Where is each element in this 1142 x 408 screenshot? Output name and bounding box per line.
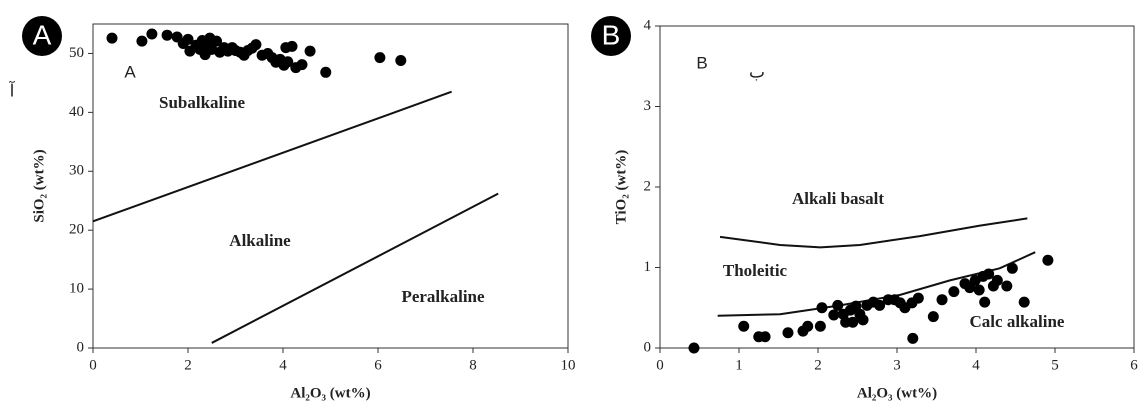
data-point bbox=[146, 28, 158, 40]
data-point bbox=[979, 296, 991, 308]
data-point bbox=[1018, 296, 1030, 308]
annotation: B bbox=[696, 53, 707, 72]
data-point bbox=[814, 320, 826, 332]
data-point bbox=[874, 299, 886, 311]
data-point bbox=[304, 45, 316, 57]
panel-label: A bbox=[33, 19, 52, 50]
y-tick-label: 4 bbox=[644, 17, 652, 33]
data-point bbox=[936, 294, 948, 306]
boundary-line bbox=[92, 90, 452, 223]
data-point bbox=[1001, 280, 1013, 292]
annotation: ب bbox=[749, 62, 765, 81]
x-tick-label: 5 bbox=[1051, 357, 1059, 373]
x-tick-label: 2 bbox=[184, 357, 192, 373]
panel-badge bbox=[591, 16, 631, 56]
y-tick-label: 10 bbox=[69, 281, 84, 297]
x-tick-label: 8 bbox=[469, 357, 477, 373]
data-point bbox=[948, 286, 960, 298]
x-tick-label: 1 bbox=[735, 357, 743, 373]
annotation: آ bbox=[9, 79, 16, 100]
x-tick-label: 4 bbox=[972, 357, 980, 373]
data-point bbox=[816, 302, 828, 314]
y-tick-label: 3 bbox=[644, 98, 652, 114]
x-tick-label: 6 bbox=[374, 357, 382, 373]
data-point bbox=[1006, 262, 1018, 274]
panel-badge bbox=[22, 16, 62, 56]
boundary-line bbox=[211, 192, 499, 344]
data-point bbox=[847, 316, 859, 328]
annotation: Peralkaline bbox=[401, 287, 485, 306]
y-tick-label: 0 bbox=[644, 339, 652, 355]
y-tick-label: 30 bbox=[69, 163, 84, 179]
data-point bbox=[106, 32, 118, 44]
data-point bbox=[320, 66, 332, 78]
data-point bbox=[857, 314, 869, 326]
data-point bbox=[973, 284, 985, 296]
x-tick-label: 4 bbox=[279, 357, 287, 373]
y-axis-label: TiO₂ (wt%) bbox=[613, 150, 629, 225]
y-tick-label: 50 bbox=[69, 45, 84, 61]
data-point bbox=[1042, 254, 1054, 266]
x-tick-label: 0 bbox=[656, 357, 664, 373]
annotation: A bbox=[124, 62, 136, 81]
data-point bbox=[927, 311, 939, 323]
boundary-line bbox=[717, 251, 1036, 317]
boundary-line bbox=[719, 217, 1028, 249]
data-point bbox=[282, 56, 294, 68]
panel-label: B bbox=[602, 19, 621, 50]
x-tick-label: 0 bbox=[89, 357, 97, 373]
data-point bbox=[182, 33, 194, 45]
annotation: Alkaline bbox=[229, 231, 291, 250]
data-point bbox=[802, 320, 814, 332]
x-tick-label: 2 bbox=[814, 357, 822, 373]
x-tick-label: 6 bbox=[1130, 357, 1138, 373]
data-point bbox=[374, 52, 386, 64]
annotation: Tholeitic bbox=[723, 261, 788, 280]
data-point bbox=[395, 55, 407, 67]
y-tick-label: 20 bbox=[69, 222, 84, 238]
data-point bbox=[161, 29, 173, 41]
data-point bbox=[782, 327, 794, 339]
data-point bbox=[759, 331, 771, 343]
data-point bbox=[912, 292, 924, 304]
data-point bbox=[991, 274, 1003, 286]
y-tick-label: 1 bbox=[644, 259, 652, 275]
x-axis-label: Al₂O₃ (wt%) bbox=[857, 385, 937, 401]
data-point bbox=[828, 309, 840, 321]
data-point bbox=[211, 35, 222, 47]
x-tick-label: 3 bbox=[893, 357, 901, 373]
data-point bbox=[296, 59, 308, 71]
x-tick-label: 10 bbox=[561, 357, 576, 373]
y-tick-label: 0 bbox=[77, 339, 85, 355]
data-point bbox=[983, 268, 995, 280]
x-axis-label: Al₂O₃ (wt%) bbox=[290, 385, 370, 401]
data-point bbox=[832, 299, 844, 311]
data-point bbox=[136, 35, 148, 47]
y-tick-label: 40 bbox=[69, 104, 84, 120]
annotation: Alkali basalt bbox=[792, 189, 884, 208]
annotation: Calc alkaline bbox=[970, 312, 1065, 331]
data-point bbox=[250, 39, 262, 51]
data-point bbox=[286, 40, 298, 52]
data-point bbox=[907, 332, 919, 344]
plot-frame bbox=[92, 23, 569, 349]
annotation: Subalkaline bbox=[159, 93, 245, 112]
data-point bbox=[738, 320, 750, 332]
y-tick-label: 2 bbox=[644, 178, 652, 194]
y-axis-label: SiO₂ (wt%) bbox=[31, 149, 47, 222]
data-point bbox=[688, 342, 700, 354]
